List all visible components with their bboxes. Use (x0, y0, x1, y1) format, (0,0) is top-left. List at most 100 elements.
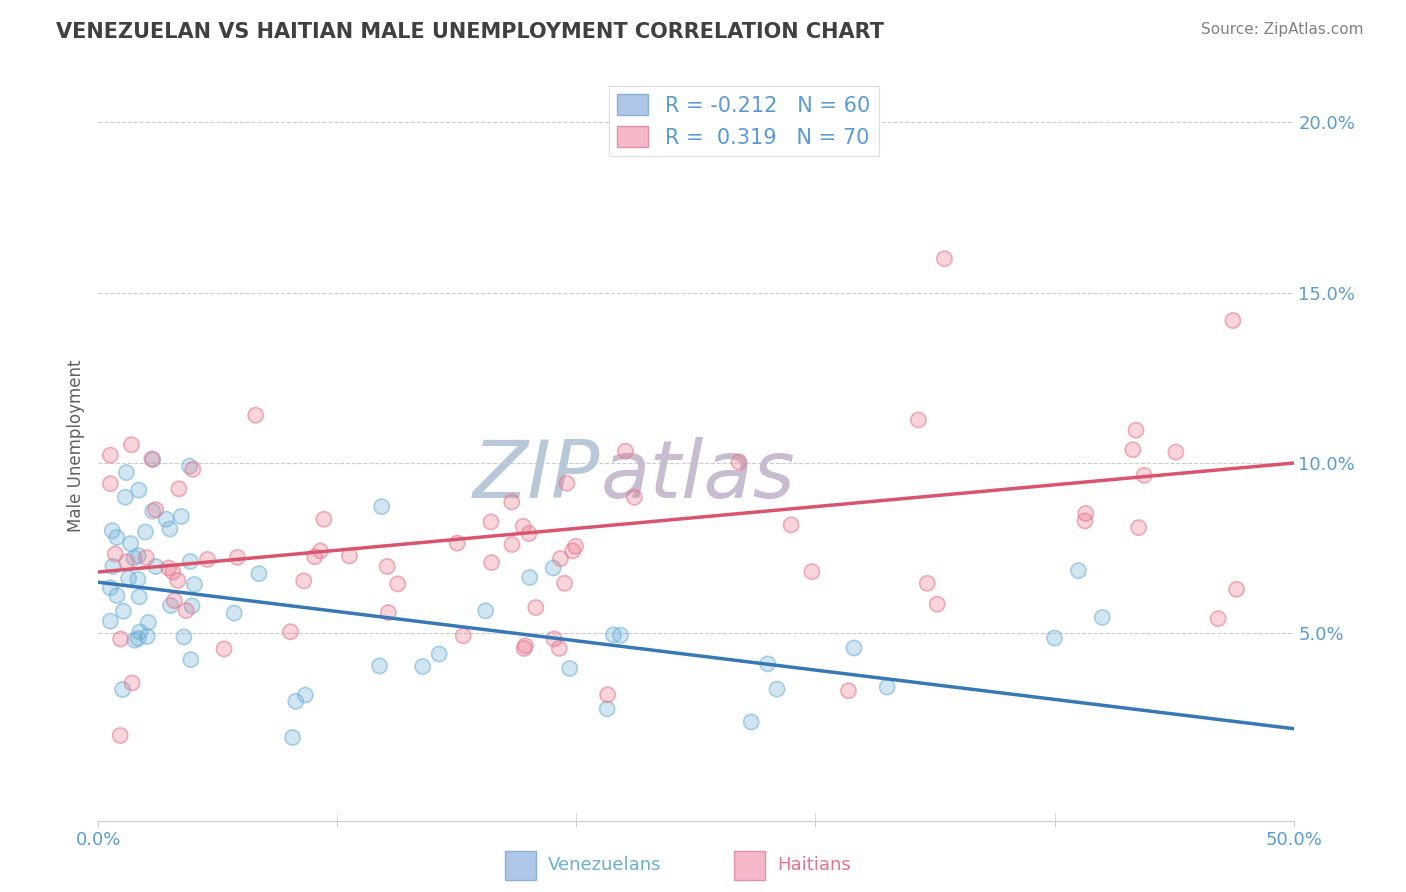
Point (1225, 582, 1247, 597)
Point (501, 537, 523, 551)
Point (554, 576, 576, 591)
Point (174, 604, 197, 618)
Point (312, 512, 335, 526)
Point (142, 452, 165, 467)
Point (564, 539, 586, 553)
Point (780, 517, 803, 532)
Point (474, 604, 496, 618)
Point (446, 536, 468, 550)
Point (104, 547, 127, 561)
Point (312, 512, 335, 526)
Point (179, 554, 201, 568)
Point (728, 455, 751, 469)
Point (479, 515, 502, 529)
Point (121, 438, 143, 452)
Point (479, 515, 502, 529)
Point (127, 632, 149, 646)
Point (98, 581, 122, 595)
Point (280, 624, 302, 639)
Point (145, 559, 167, 574)
Point (155, 512, 177, 526)
Point (728, 455, 751, 469)
Point (596, 702, 619, 716)
Point (377, 606, 399, 620)
Point (602, 628, 624, 642)
Point (117, 571, 139, 585)
Text: Venezuelans: Venezuelans (548, 856, 662, 874)
Point (183, 577, 205, 591)
Point (596, 688, 619, 702)
Point (519, 570, 541, 584)
Point (159, 599, 181, 613)
Point (174, 604, 197, 618)
Point (907, 413, 929, 427)
Point (121, 438, 143, 452)
Point (623, 490, 645, 504)
Point (512, 519, 534, 533)
Point (917, 576, 939, 591)
Point (101, 559, 124, 574)
Point (339, 549, 361, 563)
Point (837, 683, 859, 698)
Point (136, 629, 159, 643)
Point (105, 531, 128, 545)
Point (558, 661, 581, 675)
Point (517, 526, 540, 541)
Point (110, 632, 132, 646)
Point (555, 476, 578, 491)
Point (602, 628, 624, 642)
Point (1164, 445, 1187, 459)
Point (842, 640, 865, 655)
Point (1164, 445, 1187, 459)
Point (907, 413, 929, 427)
Point (127, 549, 149, 563)
Point (1067, 564, 1090, 578)
Point (1225, 582, 1247, 597)
Point (1091, 610, 1114, 624)
Point (294, 688, 316, 702)
Point (1222, 313, 1244, 327)
Point (179, 459, 201, 474)
Point (110, 632, 132, 646)
Point (1222, 313, 1244, 327)
Point (596, 702, 619, 716)
Point (134, 524, 156, 539)
Point (142, 452, 165, 467)
Point (427, 647, 450, 661)
Point (110, 729, 132, 743)
Point (197, 552, 219, 566)
Point (766, 682, 789, 697)
Point (842, 640, 865, 655)
Point (876, 680, 898, 694)
Point (554, 576, 576, 591)
Point (1128, 521, 1150, 535)
Point (1133, 468, 1156, 483)
Point (128, 624, 150, 639)
Point (128, 590, 150, 604)
Point (412, 659, 434, 673)
Point (142, 504, 165, 518)
Point (181, 599, 204, 613)
Legend: R = -0.212   N = 60, R =  0.319   N = 70: R = -0.212 N = 60, R = 0.319 N = 70 (609, 86, 879, 156)
Point (1067, 564, 1090, 578)
Text: atlas: atlas (600, 437, 796, 515)
Point (927, 597, 949, 611)
Point (170, 509, 193, 524)
Point (555, 476, 578, 491)
Point (1133, 468, 1156, 483)
Point (371, 500, 394, 514)
Point (136, 629, 159, 643)
Point (451, 629, 474, 643)
Point (135, 550, 157, 565)
Point (145, 502, 167, 516)
Point (112, 604, 135, 618)
Point (163, 593, 186, 607)
Point (740, 714, 762, 729)
Point (179, 554, 201, 568)
Point (155, 512, 177, 526)
Point (120, 536, 142, 550)
Point (110, 729, 132, 743)
Point (101, 524, 124, 538)
Point (127, 572, 149, 586)
Point (304, 549, 326, 564)
